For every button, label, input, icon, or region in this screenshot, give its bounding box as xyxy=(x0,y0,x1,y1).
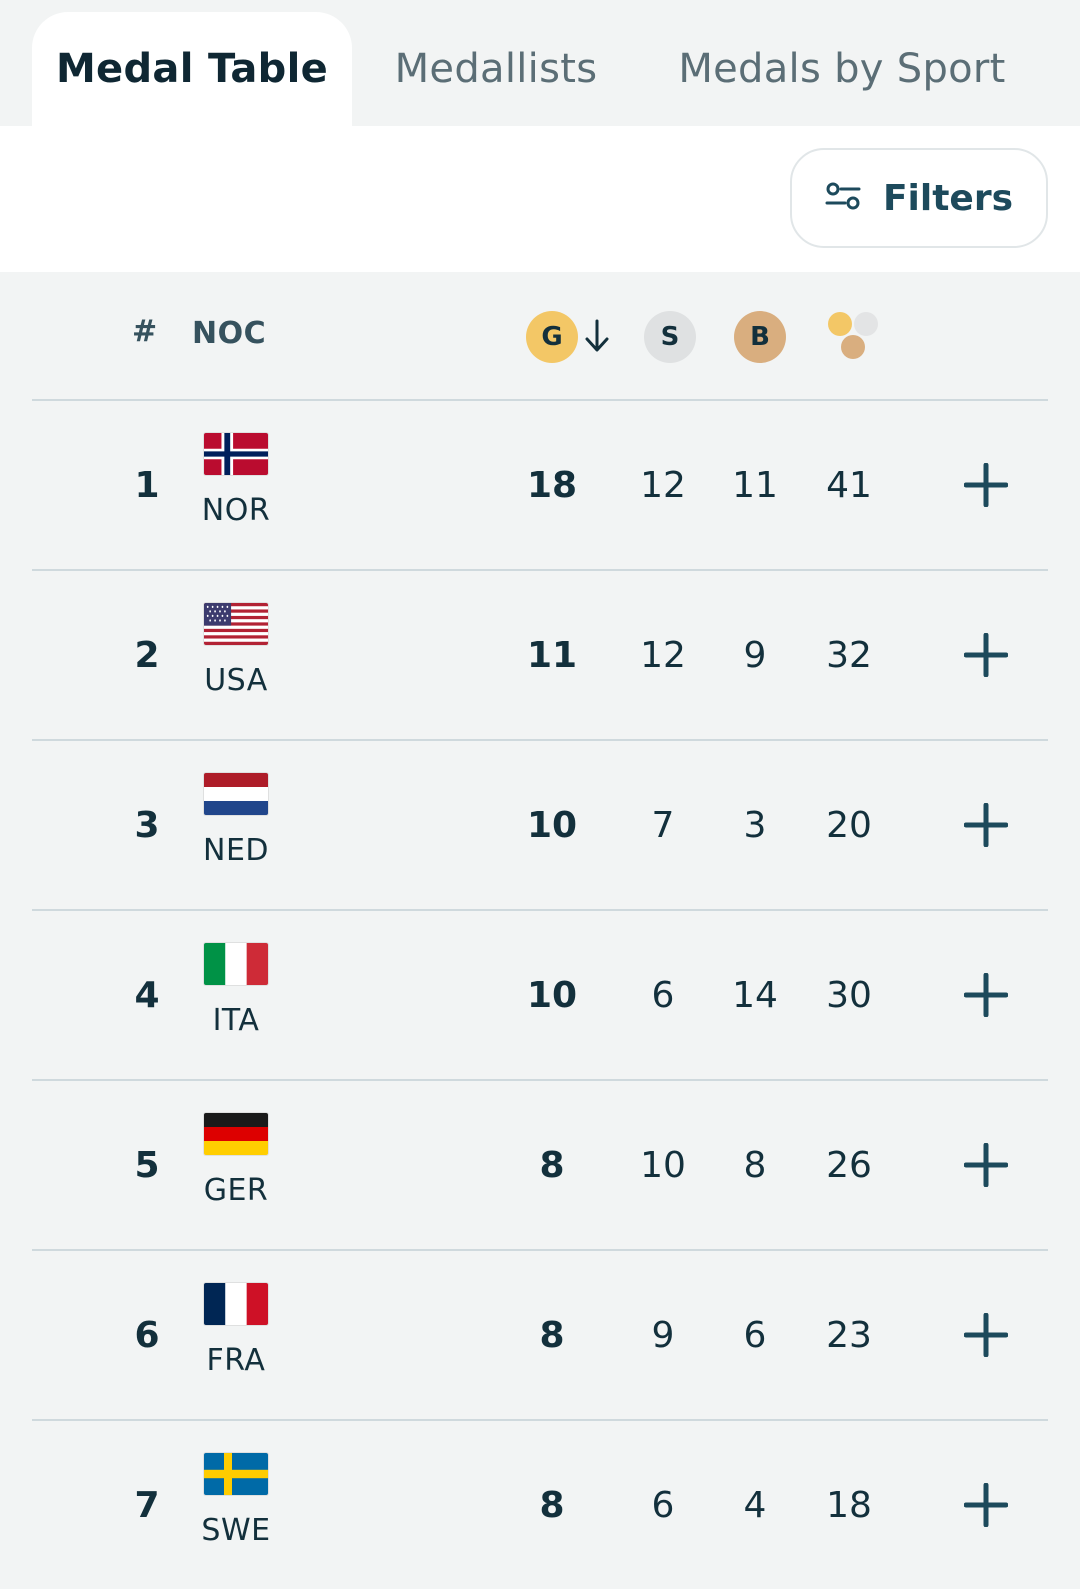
bronze-count: 8 xyxy=(743,1145,767,1186)
table-row: 2 USA 11 12 9 xyxy=(32,571,1048,741)
gold-count: 8 xyxy=(539,1145,565,1186)
plus-icon[interactable] xyxy=(963,972,1009,1018)
table-header: # NOC G S B xyxy=(32,272,1048,401)
bronze-count: 14 xyxy=(732,975,778,1016)
bronze-count: 6 xyxy=(743,1315,767,1356)
rank-cell: 1 xyxy=(134,465,160,506)
tab-medals-by-sport[interactable]: Medals by Sport xyxy=(678,46,1006,92)
silver-count: 10 xyxy=(640,1145,686,1186)
france-flag xyxy=(204,1283,268,1325)
silver-medal-header[interactable]: S xyxy=(644,311,696,363)
bronze-count: 11 xyxy=(732,465,778,506)
table-row: 6 FRA 8 9 6 23 xyxy=(32,1251,1048,1421)
silver-count: 7 xyxy=(651,805,675,846)
rank-cell: 6 xyxy=(134,1315,160,1356)
tab-medal-table[interactable]: Medal Table xyxy=(32,12,352,126)
medal-table-body: 1 NOR 18 12 11 41 2 xyxy=(0,401,1080,1589)
noc-code: GER xyxy=(203,1173,269,1208)
gold-count: 18 xyxy=(526,465,578,506)
plus-icon[interactable] xyxy=(963,1482,1009,1528)
table-row: 3 NED 10 7 3 20 xyxy=(32,741,1048,911)
rank-cell: 2 xyxy=(134,635,160,676)
filter-bar: Filters xyxy=(0,126,1080,272)
netherlands-flag xyxy=(204,773,268,815)
noc-code: ITA xyxy=(212,1003,260,1038)
bronze-count: 3 xyxy=(743,805,767,846)
arrow-down-icon[interactable] xyxy=(582,317,612,359)
total-count: 30 xyxy=(826,975,872,1016)
norway-flag xyxy=(204,433,268,475)
table-row: 7 SWE 8 6 4 18 xyxy=(32,1421,1048,1589)
rank-cell: 5 xyxy=(134,1145,160,1186)
noc-code: FRA xyxy=(206,1343,266,1378)
silver-count: 6 xyxy=(651,975,675,1016)
gold-count: 10 xyxy=(526,805,578,846)
plus-icon[interactable] xyxy=(963,1312,1009,1358)
gold-count: 8 xyxy=(539,1485,565,1526)
tab-medallists[interactable]: Medallists xyxy=(394,46,598,92)
noc-code: NOR xyxy=(201,493,271,528)
total-count: 20 xyxy=(826,805,872,846)
tab-bar: Medal Table Medallists Medals by Sport xyxy=(0,0,1080,126)
silver-count: 12 xyxy=(640,465,686,506)
gold-medal-header[interactable]: G xyxy=(526,311,578,363)
table-row: 5 GER 8 10 8 26 xyxy=(32,1081,1048,1251)
rank-header: # xyxy=(132,314,158,349)
rank-cell: 4 xyxy=(134,975,160,1016)
rank-cell: 7 xyxy=(134,1485,160,1526)
bronze-count: 9 xyxy=(743,635,767,676)
noc-code: NED xyxy=(203,833,269,868)
rank-cell: 3 xyxy=(134,805,160,846)
total-count: 23 xyxy=(826,1315,872,1356)
total-count: 41 xyxy=(826,465,872,506)
medals-total-icon[interactable] xyxy=(826,308,882,364)
filters-icon xyxy=(825,181,861,215)
bronze-count: 4 xyxy=(743,1485,767,1526)
plus-icon[interactable] xyxy=(963,802,1009,848)
gold-count: 10 xyxy=(526,975,578,1016)
noc-code: USA xyxy=(204,663,268,698)
noc-code: SWE xyxy=(201,1513,271,1548)
total-count: 18 xyxy=(826,1485,872,1526)
gold-count: 8 xyxy=(539,1315,565,1356)
silver-count: 9 xyxy=(651,1315,675,1356)
plus-icon[interactable] xyxy=(963,462,1009,508)
total-count: 32 xyxy=(826,635,872,676)
plus-icon[interactable] xyxy=(963,632,1009,678)
gold-count: 11 xyxy=(526,635,578,676)
silver-count: 6 xyxy=(651,1485,675,1526)
filters-button[interactable]: Filters xyxy=(790,148,1048,248)
germany-flag xyxy=(204,1113,268,1155)
italy-flag xyxy=(204,943,268,985)
silver-count: 12 xyxy=(640,635,686,676)
bronze-medal-header[interactable]: B xyxy=(734,311,786,363)
table-row: 1 NOR 18 12 11 41 xyxy=(32,401,1048,571)
usa-flag xyxy=(204,603,268,645)
filters-label: Filters xyxy=(882,177,1014,219)
noc-header: NOC xyxy=(192,316,267,351)
sweden-flag xyxy=(204,1453,268,1495)
table-row: 4 ITA 10 6 14 30 xyxy=(32,911,1048,1081)
total-count: 26 xyxy=(826,1145,872,1186)
plus-icon[interactable] xyxy=(963,1142,1009,1188)
